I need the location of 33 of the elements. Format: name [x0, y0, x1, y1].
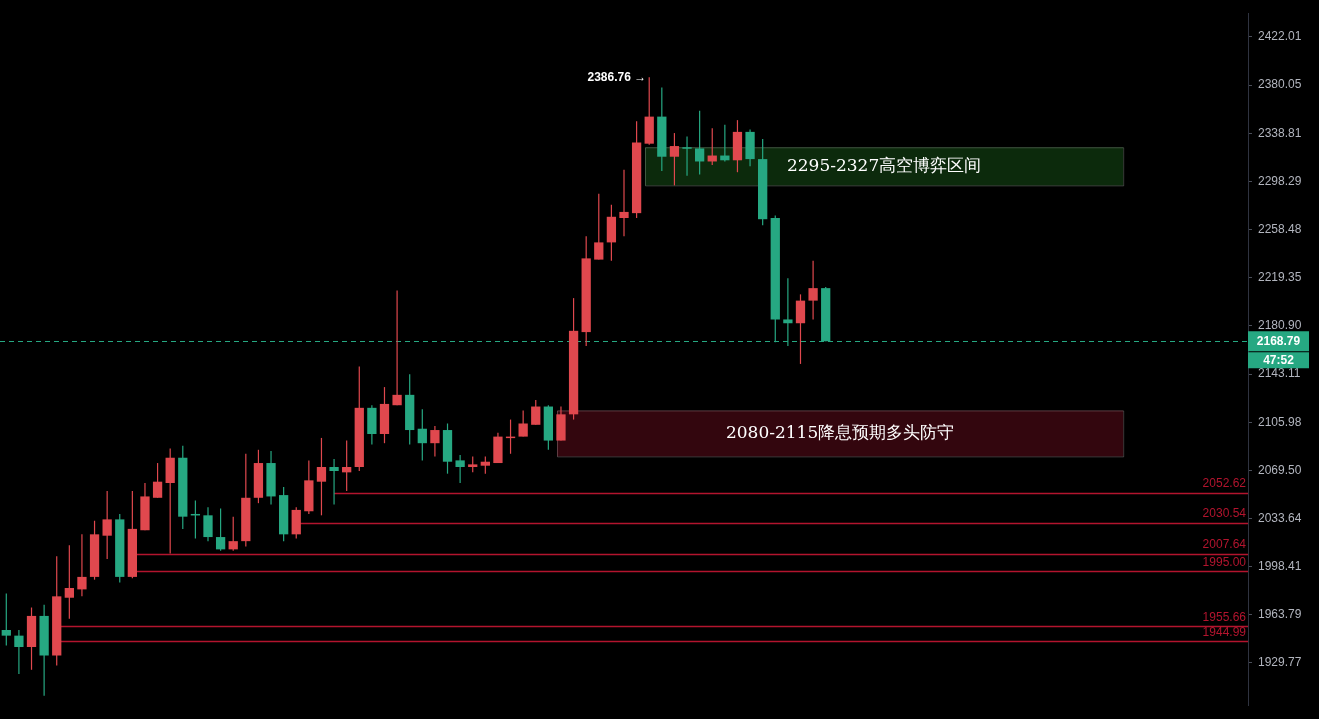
ref-line-label: 2007.64: [1202, 537, 1247, 552]
candlestick: [619, 169, 629, 237]
band-label: 2080-2115降息预期多头防守: [725, 421, 955, 442]
y-tick-label: 2258.48: [1258, 221, 1302, 236]
ref-line-label: 2030.54: [1202, 506, 1247, 521]
ref-line-label: 1944.99: [1202, 624, 1247, 639]
ref-line-label: 1955.66: [1202, 609, 1247, 624]
y-tick-label: 2422.01: [1258, 29, 1302, 44]
ref-line-label: 1995.00: [1202, 554, 1247, 569]
candlestick: [808, 260, 818, 320]
band-label: 2295-2327高空博弈区间: [786, 154, 982, 175]
y-tick-label: 2380.05: [1258, 77, 1302, 92]
y-tick-label: 2105.98: [1258, 414, 1302, 429]
y-tick-label: 1998.41: [1258, 558, 1302, 573]
ref-line-label: 2168.79: [1256, 333, 1301, 348]
y-tick-label: 2180.90: [1258, 318, 1302, 333]
candlestick: [77, 534, 87, 597]
text: 47:52: [1263, 352, 1295, 367]
candlestick: [329, 459, 339, 505]
y-tick-label: 2298.29: [1258, 173, 1302, 188]
ref-line-label: 2052.62: [1202, 476, 1247, 491]
y-tick-label: 2338.81: [1258, 125, 1302, 140]
y-tick-label: 2219.35: [1258, 270, 1302, 285]
y-tick-label: 2069.50: [1258, 462, 1302, 477]
candlestick: [682, 136, 692, 176]
y-tick-label: 2033.64: [1258, 510, 1302, 525]
candlestick: [430, 426, 440, 457]
y-tick-label: 1929.77: [1258, 655, 1302, 670]
candlestick: [392, 290, 402, 406]
annotation: 2386.76 →: [587, 69, 647, 84]
candlestick: [14, 630, 24, 675]
y-tick-label: 1963.79: [1258, 607, 1302, 622]
y-tick-label: 2143.11: [1258, 366, 1301, 381]
